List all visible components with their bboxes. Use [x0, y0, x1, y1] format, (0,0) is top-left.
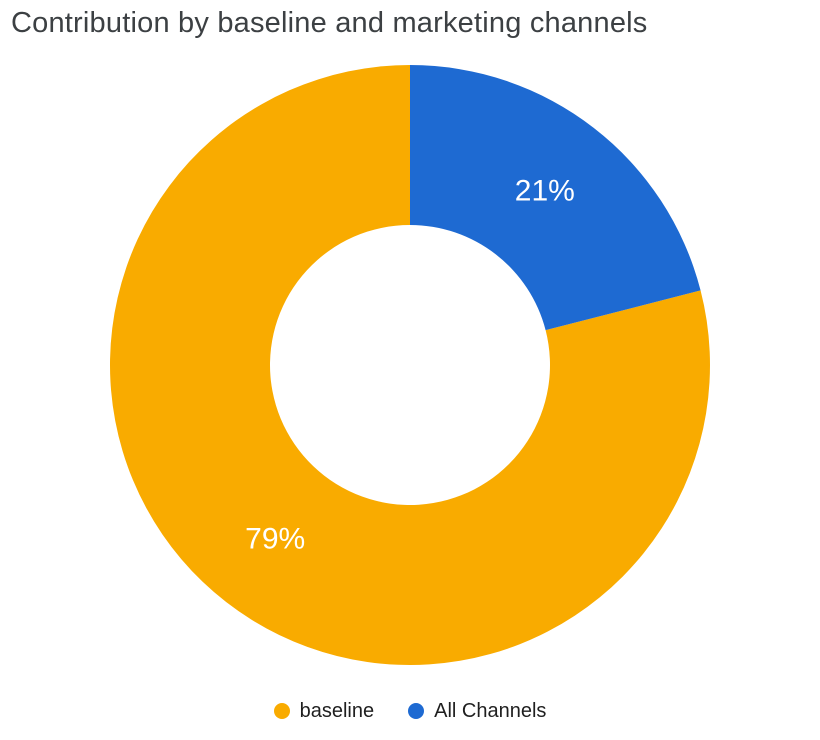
- legend-dot-icon: [408, 703, 425, 719]
- legend-item-all-channels[interactable]: All Channels: [408, 698, 546, 724]
- chart-title: Contribution by baseline and marketing c…: [11, 7, 648, 39]
- legend-dot-icon: [273, 703, 290, 719]
- legend-label: All Channels: [434, 700, 547, 722]
- slice-label-baseline: 79%: [245, 522, 305, 555]
- slice-baseline[interactable]: [109, 65, 710, 665]
- chart-legend: baseline All Channels: [0, 698, 820, 724]
- slice-label-all-channels: 21%: [515, 175, 575, 208]
- legend-label: baseline: [299, 700, 375, 722]
- slice-all-channels[interactable]: [410, 65, 701, 331]
- legend-item-baseline[interactable]: baseline: [273, 698, 375, 724]
